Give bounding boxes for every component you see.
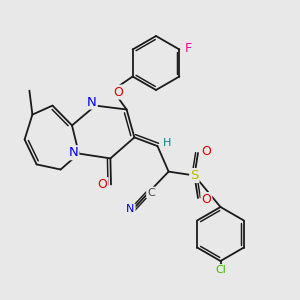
Text: N: N: [87, 95, 97, 109]
Text: O: O: [113, 85, 123, 99]
Text: O: O: [202, 145, 211, 158]
Text: N: N: [126, 204, 135, 214]
Text: C: C: [147, 188, 155, 198]
Text: Cl: Cl: [215, 265, 226, 275]
Text: S: S: [190, 169, 199, 182]
Text: O: O: [202, 193, 211, 206]
Text: O: O: [98, 178, 107, 191]
Text: F: F: [185, 42, 192, 55]
Text: N: N: [69, 146, 78, 159]
Text: H: H: [163, 138, 171, 148]
